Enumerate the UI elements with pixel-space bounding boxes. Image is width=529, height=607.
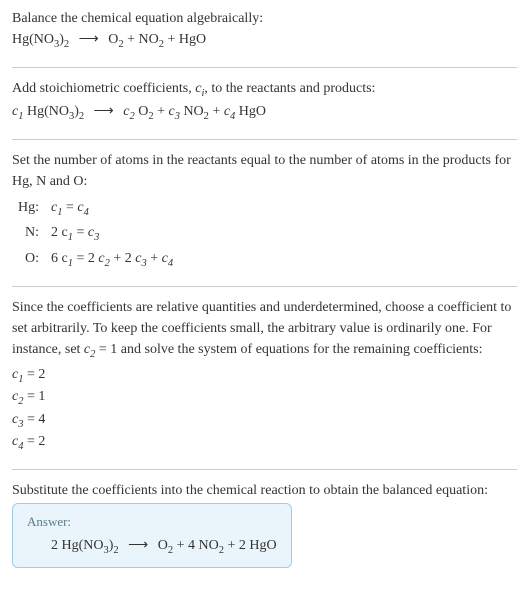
answer-label: Answer: bbox=[27, 512, 277, 532]
arrow-icon: ⟶ bbox=[128, 538, 148, 553]
divider bbox=[12, 67, 517, 68]
intro-equation: Hg(NO3)2 ⟶ O2 + NO2 + HgO bbox=[12, 29, 517, 53]
arrow-icon: ⟶ bbox=[79, 32, 99, 47]
product-hgo: HgO bbox=[249, 538, 276, 553]
coeff-line: c1 = 2 bbox=[12, 365, 517, 387]
equation-cell: 6 c1 = 2 c2 + 2 c3 + c4 bbox=[45, 247, 179, 273]
step3-text: Since the coefficients are relative quan… bbox=[12, 297, 517, 363]
product-o2: O2 bbox=[138, 104, 153, 119]
answer-box: Answer: 2 Hg(NO3)2 ⟶ O2 + 4 NO2 + 2 HgO bbox=[12, 503, 292, 568]
step4-text: Substitute the coefficients into the che… bbox=[12, 480, 517, 501]
product-hgo: HgO bbox=[179, 32, 206, 47]
plus-text: + 4 bbox=[173, 538, 198, 553]
arrow-icon: ⟶ bbox=[94, 104, 114, 119]
equation-cell: c1 = c4 bbox=[45, 196, 179, 222]
divider bbox=[12, 139, 517, 140]
reactant-hgno3: Hg(NO3)2 bbox=[62, 538, 119, 553]
step4-section: Substitute the coefficients into the che… bbox=[12, 480, 517, 568]
table-row: O: 6 c1 = 2 c2 + 2 c3 + c4 bbox=[12, 247, 179, 273]
coeff-line: c3 = 4 bbox=[12, 410, 517, 432]
element-label: Hg: bbox=[12, 196, 45, 222]
equation-cell: 2 c1 = c3 bbox=[45, 221, 179, 247]
plus-text: + bbox=[124, 32, 139, 47]
reactant-hgno3: Hg(NO3)2 bbox=[27, 104, 84, 119]
plus-text: + bbox=[209, 104, 224, 119]
step1-text: Add stoichiometric coefficients, ci, to … bbox=[12, 78, 517, 102]
intro-section: Balance the chemical equation algebraica… bbox=[12, 8, 517, 53]
divider bbox=[12, 469, 517, 470]
step3-section: Since the coefficients are relative quan… bbox=[12, 297, 517, 454]
coefficient-list: c1 = 2 c2 = 1 c3 = 4 c4 = 2 bbox=[12, 365, 517, 455]
step1-section: Add stoichiometric coefficients, ci, to … bbox=[12, 78, 517, 125]
product-no2: NO2 bbox=[199, 538, 224, 553]
product-o2: O2 bbox=[158, 538, 173, 553]
table-row: N: 2 c1 = c3 bbox=[12, 221, 179, 247]
reactant-hgno3: Hg(NO3)2 bbox=[12, 32, 69, 47]
element-label: O: bbox=[12, 247, 45, 273]
atom-balance-table: Hg: c1 = c4 N: 2 c1 = c3 O: 6 c1 = 2 c2 … bbox=[12, 196, 179, 273]
product-no2: NO2 bbox=[139, 32, 164, 47]
plus-text: + bbox=[164, 32, 179, 47]
step2-section: Set the number of atoms in the reactants… bbox=[12, 150, 517, 273]
plus-text: + bbox=[154, 104, 169, 119]
divider bbox=[12, 286, 517, 287]
coeff-line: c2 = 1 bbox=[12, 387, 517, 409]
product-o2: O2 bbox=[108, 32, 123, 47]
product-no2: NO2 bbox=[183, 104, 208, 119]
plus-text: + 2 bbox=[224, 538, 249, 553]
element-label: N: bbox=[12, 221, 45, 247]
answer-equation: 2 Hg(NO3)2 ⟶ O2 + 4 NO2 + 2 HgO bbox=[27, 535, 277, 559]
product-hgo: HgO bbox=[239, 104, 266, 119]
step2-text: Set the number of atoms in the reactants… bbox=[12, 150, 517, 192]
coeff-line: c4 = 2 bbox=[12, 432, 517, 454]
intro-text: Balance the chemical equation algebraica… bbox=[12, 8, 517, 29]
table-row: Hg: c1 = c4 bbox=[12, 196, 179, 222]
step1-equation: c1 Hg(NO3)2 ⟶ c2 O2 + c3 NO2 + c4 HgO bbox=[12, 101, 517, 125]
